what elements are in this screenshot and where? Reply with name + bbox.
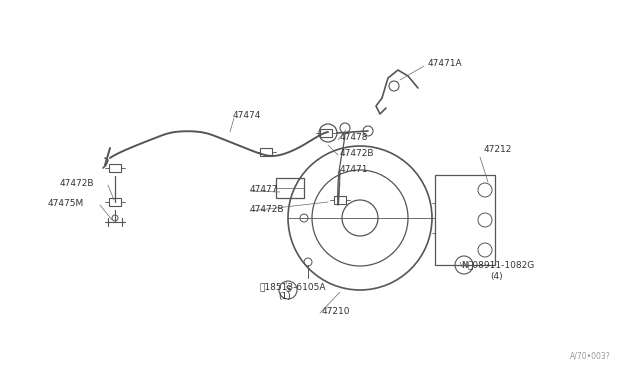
Text: (1): (1) (278, 292, 291, 301)
Bar (109, 198, 121, 206)
Bar (435, 175, 495, 265)
Text: 47472B: 47472B (250, 205, 285, 215)
Text: N: N (461, 260, 467, 269)
Text: 47474: 47474 (233, 112, 261, 121)
Text: S: S (285, 285, 291, 295)
Text: 47210: 47210 (322, 308, 351, 317)
Bar (109, 164, 121, 172)
Text: (4): (4) (490, 272, 502, 280)
Bar (334, 196, 346, 204)
Bar (276, 178, 304, 198)
Text: 47475M: 47475M (48, 199, 84, 208)
Text: 47478: 47478 (340, 134, 369, 142)
Text: 47471: 47471 (340, 166, 369, 174)
Text: Ⓜ18513-6105A: Ⓜ18513-6105A (260, 282, 326, 292)
Bar (320, 129, 332, 137)
Text: 47477: 47477 (250, 186, 278, 195)
Text: 47471A: 47471A (428, 58, 463, 67)
Bar (260, 148, 272, 156)
Text: A/70•003?: A/70•003? (570, 352, 611, 360)
Text: 47472B: 47472B (340, 148, 374, 157)
Text: 47472B: 47472B (60, 180, 95, 189)
Text: 47212: 47212 (484, 145, 513, 154)
Text: Ⓞ08911-1082G: Ⓞ08911-1082G (468, 260, 535, 269)
